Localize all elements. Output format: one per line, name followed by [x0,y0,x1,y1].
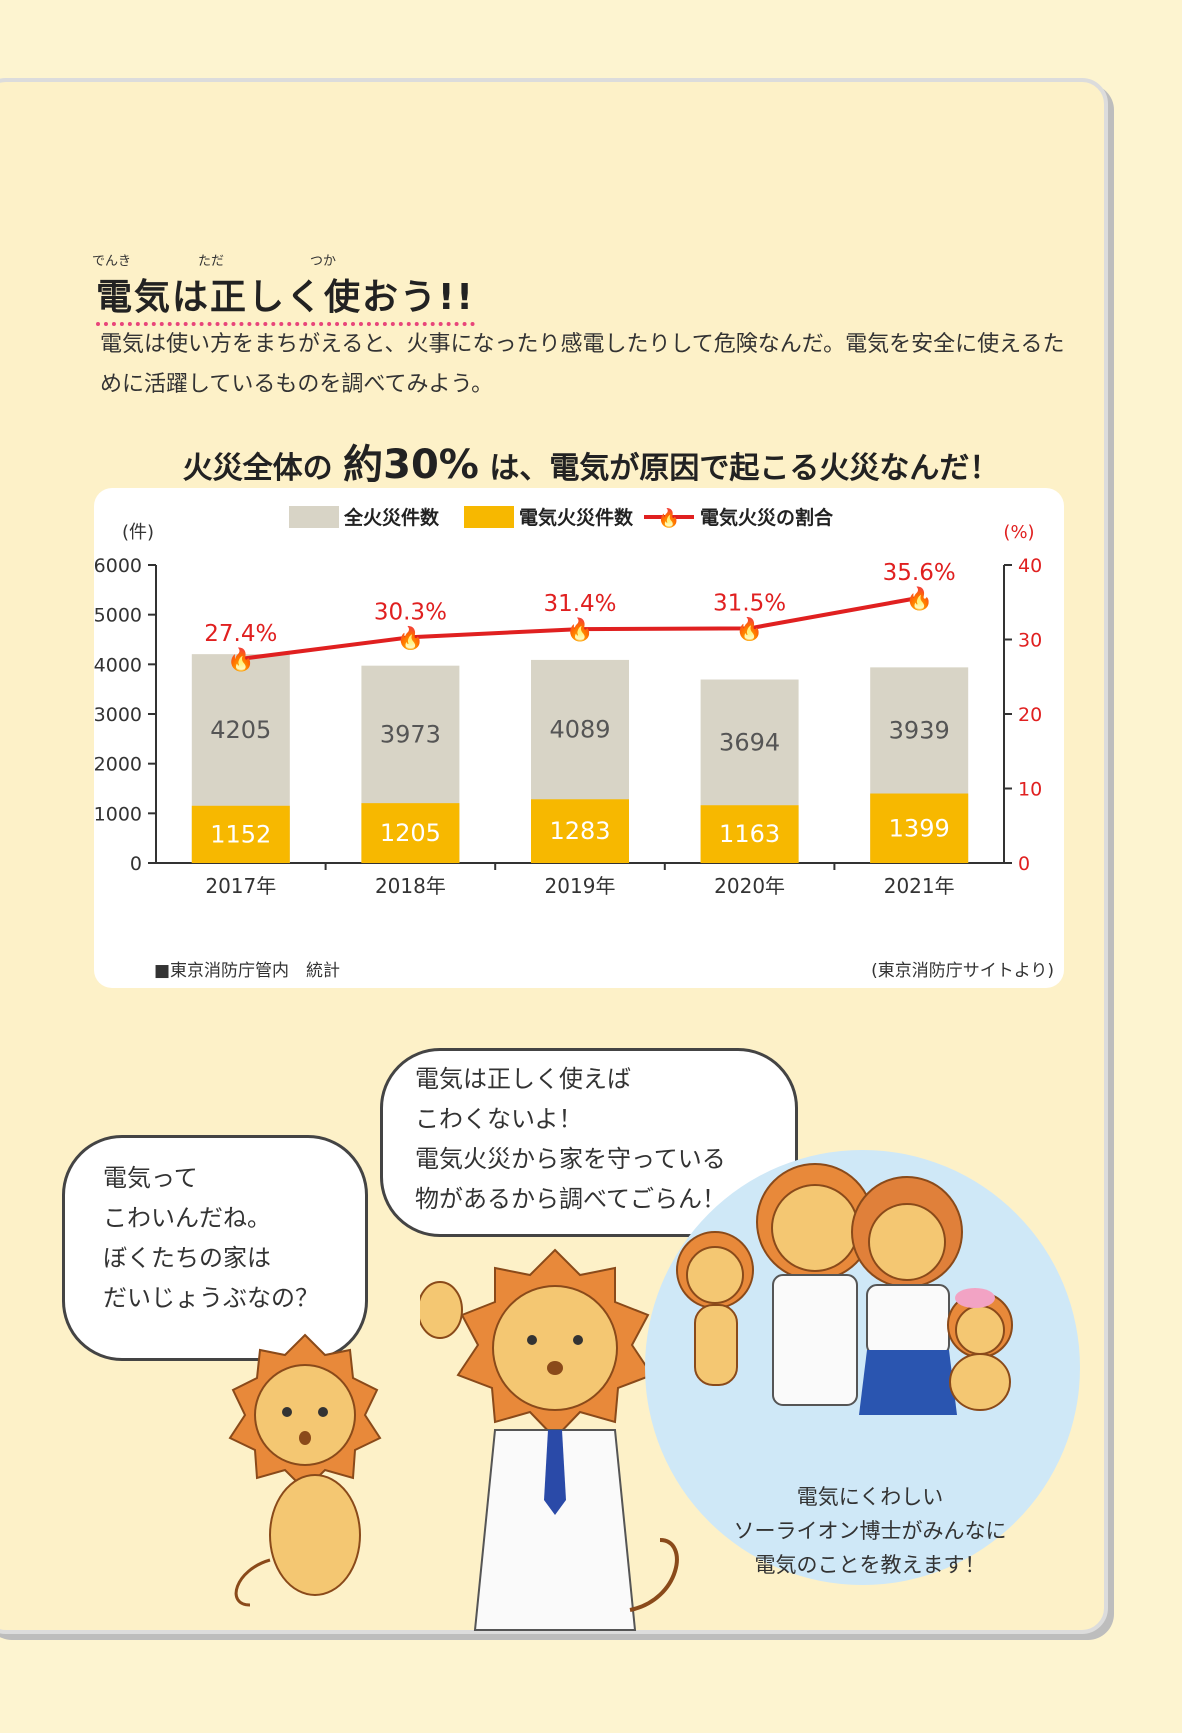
ruby-denki: でんき [92,254,132,269]
flame-icon: 🔥 [227,647,254,673]
flame-icon: 🔥 [905,586,932,612]
lion-family-illustration [676,1163,1013,1415]
flame-icon: 🔥 [736,616,763,642]
right-axis-unit: (%) [1003,522,1034,543]
bar-electric-fires [700,805,799,863]
bar-all-label: 3973 [380,720,441,748]
ratio-label: 27.4% [204,621,277,647]
bar-electric-fires [191,805,290,863]
bubble-line: 電気って [103,1164,198,1192]
x-tick-label: 2017年 [205,874,276,898]
bar-electric-label: 1283 [549,817,610,845]
legend-label-electric: 電気火災件数 [519,506,634,529]
bar-all-label: 4089 [549,716,610,744]
fire-statistics-chart: 全火災件数 電気火災件数 🔥 電気火災の割合 (件) (%) 0 1000 2000… [94,488,1064,988]
y-tick-label: 5000 [94,605,142,627]
legend-swatch-electric [464,506,514,528]
y-tick-label: 6000 [94,555,142,577]
y-tick-label: 2000 [94,754,142,776]
page-title: 電気は正しく使おう!! [96,268,475,326]
ratio-label: 31.5% [713,590,786,616]
bar-electric-label: 1163 [719,820,780,848]
y-tick-label: 1000 [94,803,142,825]
ruby-tada: ただ [198,254,225,269]
bar-electric-fires [361,803,460,863]
x-tick-label: 2020年 [714,874,785,898]
ratio-label: 35.6% [883,560,956,586]
professor-lion-illustration [420,1248,679,1631]
bubble-line: 電気は正しく使えば [415,1065,631,1093]
family-caption: 電気にくわしい ソーライオン博士がみんなに 電気のことを教えます！ [720,1480,1020,1582]
caption-line: 電気のことを教えます！ [754,1553,986,1577]
y-tick-label: 0 [130,853,142,875]
bar-electric-label: 1399 [889,814,950,842]
plot-area: 0 1000 2000 3000 4000 5000 6000 0 10 20 30 40 4205 11… [94,555,1043,898]
y2-tick-label: 30 [1018,630,1042,652]
bar-electric-label: 1205 [380,819,441,847]
x-tick-label: 2021年 [884,874,955,898]
bubble-line: 物があるから調べてごらん！ [415,1185,727,1213]
ruby-tsuka: つか [310,254,337,269]
legend: 全火災件数 電気火災件数 🔥 電気火災の割合 [289,506,834,529]
flame-icon: 🔥 [397,625,424,651]
y2-tick-label: 10 [1018,779,1042,801]
headline-after: は、電気が原因で起こる火災なんだ！ [478,451,1000,486]
headline: 火災全体の 約30% は、電気が原因で起こる火災なんだ！ [0,432,1182,490]
left-axis-unit: (件) [122,522,154,543]
bubble-line: こわいんだね。 [103,1204,271,1232]
bar-all-label: 3939 [889,716,950,744]
bubble-line: だいじょうぶなの？ [103,1284,319,1312]
x-tick-label: 2019年 [545,874,616,898]
y2-tick-label: 20 [1018,704,1042,726]
ratio-label: 31.4% [543,591,616,617]
lion-cub-illustration [228,1333,382,1607]
caption-line: ソーライオン博士がみんなに [733,1519,1007,1543]
intro-text: 電気は使い方をまちがえると、火事になったり感電したりして危険なんだ。電気を安全に… [100,332,1065,397]
headline-before: 火災全体の [182,451,344,486]
flame-icon: 🔥 [658,507,680,529]
speech-bubble-professor: 電気は正しく使えば こわくないよ！ 電気火災から家を守っている 物があるから調べ… [380,1048,798,1237]
bar-all-label: 3694 [719,728,780,756]
y-tick-label: 3000 [94,704,142,726]
source-right: (東京消防庁サイトより) [871,961,1054,981]
ratio-line [240,595,920,661]
ratio-label: 30.3% [374,599,447,625]
y2-tick-label: 40 [1018,555,1042,577]
y2-tick-label: 0 [1018,853,1030,875]
legend-label-all: 全火災件数 [343,506,440,529]
bar-electric-label: 1152 [210,820,271,848]
headline-emph: 約30% [343,442,479,488]
speech-bubble-cub: 電気って こわいんだね。 ぼくたちの家は だいじょうぶなの？ [62,1135,368,1361]
bubble-line: ぼくたちの家は [103,1244,271,1272]
bar-electric-fires [531,799,629,863]
flame-icon: 🔥 [566,617,593,643]
chart-svg: 全火災件数 電気火災件数 🔥 電気火災の割合 (件) (%) 010002000… [94,506,1054,981]
family-circle [645,1150,1080,1585]
x-tick-label: 2018年 [375,874,446,898]
caption-line: 電気にくわしい [796,1485,944,1509]
source-left: ■東京消防庁管内 統計 [154,961,340,981]
legend-label-ratio: 電気火災の割合 [700,506,834,529]
bubble-line: こわくないよ！ [415,1105,583,1133]
bar-electric-fires [870,793,969,863]
legend-swatch-all [289,506,339,528]
y-tick-label: 4000 [94,654,142,676]
bubble-line: 電気火災から家を守っている [415,1145,726,1173]
bar-all-label: 4205 [210,716,271,744]
